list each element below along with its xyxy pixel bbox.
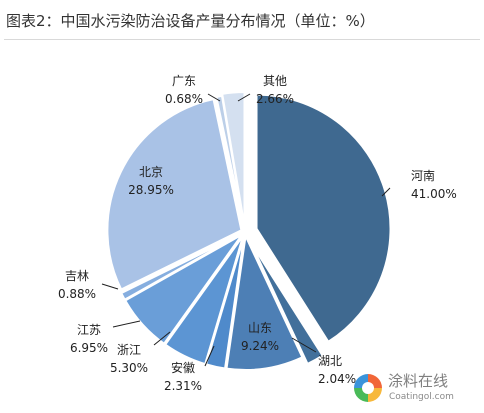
watermark-site: Coatingol.com — [389, 392, 454, 402]
pie-slices — [106, 91, 392, 371]
slice-name-label-1: 河南 — [411, 168, 435, 183]
pie-slice-10 — [221, 91, 246, 227]
slice-name-label-7: 吉林 — [65, 269, 89, 283]
slice-value-label-4: 2.31% — [164, 379, 202, 393]
slice-value-label-8: 28.95% — [128, 183, 174, 197]
leader-line-1 — [381, 187, 391, 197]
slice-value-label-5: 5.30% — [110, 361, 148, 375]
slice-value-label-6: 6.95% — [70, 341, 108, 355]
title-divider — [4, 39, 480, 40]
slice-name-label-2: 湖北 — [318, 353, 342, 368]
slice-value-label-1: 41.00% — [411, 187, 457, 201]
slice-value-label-9: 0.68% — [165, 92, 203, 106]
watermark-name: 涂料在线 — [388, 372, 449, 390]
slice-name-label-10: 其他 — [263, 74, 287, 88]
leader-line-10 — [237, 93, 251, 102]
pie-slice-1 — [255, 93, 392, 344]
slice-name-label-6: 江苏 — [77, 323, 101, 337]
leader-line-9 — [207, 93, 221, 102]
slice-value-label-2: 2.04% — [318, 372, 356, 386]
slice-labels: 河南 41.00% 湖北 2.04% 山东 9.24% 安徽 2.31% 浙江 5.30% 江苏 6.… — [58, 74, 457, 393]
label-leader-lines — [101, 93, 391, 367]
slice-name-label-9: 广东 — [172, 74, 196, 88]
leader-line-7 — [101, 283, 119, 290]
pie-slice-3 — [225, 232, 304, 371]
slice-name-label-8: 北京 — [139, 165, 163, 179]
leader-line-4 — [204, 345, 215, 367]
slice-value-label-3: 9.24% — [241, 339, 279, 353]
leader-line-5 — [153, 331, 171, 346]
pie-slice-8 — [106, 98, 243, 291]
slice-value-label-7: 0.88% — [58, 287, 96, 301]
slice-value-label-10: 2.66% — [256, 92, 294, 106]
pie-slice-7 — [119, 232, 242, 302]
slice-name-label-4: 安徽 — [171, 360, 195, 375]
pie-slice-6 — [123, 233, 243, 346]
leader-line-2 — [291, 337, 317, 353]
chart-title: 图表2：中国水污染防治设备产量分布情况（单位：%） — [6, 12, 375, 30]
pie-slice-5 — [163, 235, 245, 366]
leader-line-6 — [112, 320, 141, 328]
watermark-logo-icon — [354, 374, 382, 402]
slice-name-label-5: 浙江 — [117, 343, 141, 357]
site-watermark: 涂料在线 Coatingol.com — [354, 372, 476, 406]
slice-name-label-3: 山东 — [248, 321, 272, 335]
pie-slice-2 — [249, 241, 324, 366]
